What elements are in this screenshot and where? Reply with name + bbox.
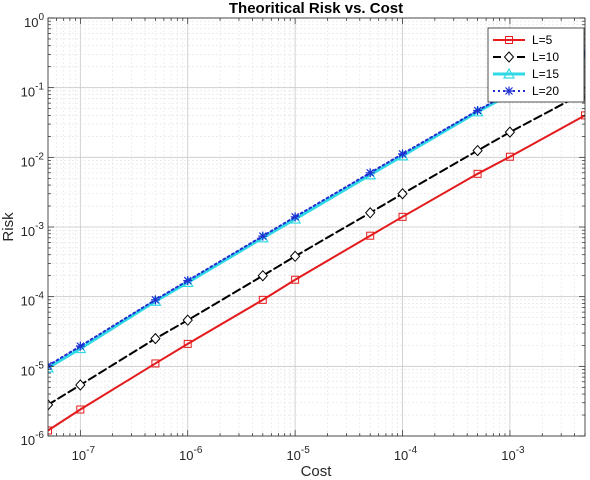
data-point (258, 295, 267, 304)
series-layer (48, 48, 585, 435)
data-point (258, 231, 268, 241)
x-tick-label: 10-6 (179, 445, 203, 463)
chart-title: Theoritical Risk vs. Cost (229, 0, 403, 17)
data-point (150, 332, 161, 345)
data-point (289, 250, 301, 263)
data-point (290, 212, 300, 222)
data-point (505, 152, 514, 161)
legend-label: L=15 (532, 67, 559, 81)
data-point (183, 339, 192, 348)
legend-label: L=5 (532, 33, 553, 47)
data-point (503, 51, 515, 63)
y-tick-label: 10-1 (21, 82, 45, 100)
data-point (473, 169, 482, 178)
data-point (48, 361, 55, 373)
tick-layer: 10-7 10-6 10-5 10-4 10-3 10-6 10-5 10-4 10-3 10-2… (21, 12, 586, 463)
legend-item: L=10 (493, 50, 559, 64)
x-tick-label: 10-7 (72, 445, 96, 463)
data-point (48, 399, 54, 411)
y-tick-label: 10-4 (21, 291, 45, 309)
data-point (504, 86, 514, 96)
y-tick-label: 10-2 (21, 151, 45, 169)
data-point (76, 405, 85, 414)
data-point (365, 168, 375, 178)
data-point (397, 188, 408, 200)
data-point (183, 276, 193, 286)
data-point (398, 212, 407, 221)
x-axis-title: Cost (301, 463, 333, 480)
legend-label: L=20 (532, 84, 559, 98)
series-l-10 (48, 86, 585, 411)
series-line (48, 114, 585, 432)
data-point (75, 379, 86, 391)
x-tick-label: 10-4 (394, 445, 418, 463)
y-tick-label: 10-6 (21, 430, 45, 448)
data-point (149, 294, 162, 306)
series-l-5 (48, 111, 585, 435)
data-point (505, 36, 513, 44)
grid-layer (47, 17, 586, 437)
data-point (256, 231, 269, 243)
legend-item: L=5 (493, 33, 553, 47)
data-point (150, 295, 160, 305)
data-point (365, 207, 376, 219)
data-point (473, 106, 483, 116)
legend-item: L=20 (493, 84, 559, 98)
y-tick-label: 10-3 (21, 221, 45, 239)
data-point (291, 275, 300, 284)
data-point (151, 359, 160, 368)
legend-item: L=15 (493, 67, 559, 81)
y-tick-label: 100 (24, 12, 44, 30)
legend-label: L=10 (532, 50, 559, 64)
data-point (502, 67, 516, 79)
legend: L=5 L=10 L=15 L=20 (487, 27, 585, 103)
data-point (48, 426, 52, 435)
data-point (257, 269, 268, 282)
data-point (366, 231, 375, 240)
data-point (581, 111, 585, 120)
y-tick-label: 10-5 (21, 360, 45, 378)
series-line (48, 52, 585, 367)
x-tick-label: 10-5 (286, 445, 310, 463)
data-point (398, 149, 408, 159)
data-point (182, 314, 193, 326)
y-axis-title: Risk (0, 212, 17, 242)
data-point (472, 144, 483, 157)
data-point (504, 126, 516, 138)
x-tick-label: 10-3 (501, 445, 525, 463)
data-point (75, 341, 85, 351)
